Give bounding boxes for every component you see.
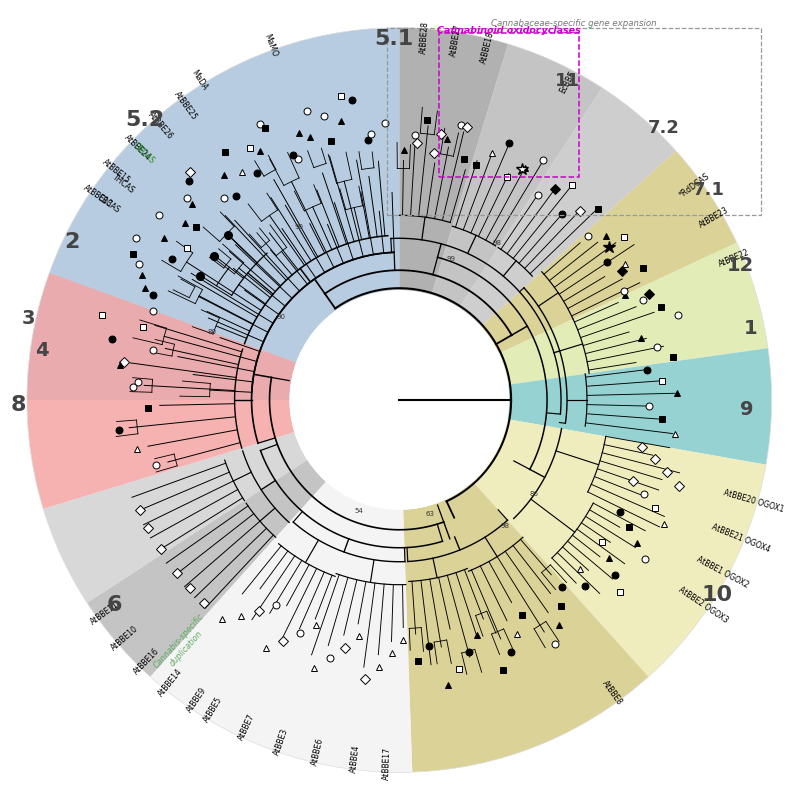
Wedge shape bbox=[27, 28, 399, 400]
Text: 54: 54 bbox=[354, 508, 363, 514]
Wedge shape bbox=[50, 28, 399, 362]
Text: 5.2: 5.2 bbox=[125, 110, 164, 130]
Text: AtBBE5: AtBBE5 bbox=[202, 695, 224, 724]
Wedge shape bbox=[150, 482, 412, 772]
Text: AtBBE28: AtBBE28 bbox=[419, 21, 430, 54]
Text: Cannabinoid oxidocyclases: Cannabinoid oxidocyclases bbox=[438, 26, 581, 34]
Text: AtBBE27: AtBBE27 bbox=[450, 24, 463, 58]
Wedge shape bbox=[507, 348, 772, 465]
Wedge shape bbox=[87, 460, 326, 677]
Text: 98: 98 bbox=[493, 240, 502, 246]
Wedge shape bbox=[459, 88, 676, 326]
Text: 7.2: 7.2 bbox=[648, 119, 680, 138]
Text: AtBBE26: AtBBE26 bbox=[146, 110, 174, 141]
Text: AtBBE9: AtBBE9 bbox=[186, 686, 209, 714]
Text: 99: 99 bbox=[446, 256, 455, 262]
Text: 11: 11 bbox=[554, 71, 579, 90]
Text: 12: 12 bbox=[727, 256, 754, 274]
Text: *RdDCAS: *RdDCAS bbox=[678, 171, 711, 199]
Text: AtBBE25: AtBBE25 bbox=[172, 90, 198, 122]
Text: CBDAS: CBDAS bbox=[131, 141, 156, 166]
Text: AtBBE13: AtBBE13 bbox=[82, 184, 114, 210]
Wedge shape bbox=[27, 273, 296, 509]
Wedge shape bbox=[431, 44, 602, 308]
Text: MaDA: MaDA bbox=[190, 69, 210, 93]
Text: 98: 98 bbox=[501, 523, 510, 529]
Wedge shape bbox=[399, 28, 508, 295]
Text: 9: 9 bbox=[740, 401, 754, 419]
Text: CBCAS: CBCAS bbox=[96, 194, 122, 215]
Text: 1: 1 bbox=[744, 318, 758, 338]
Text: 5.1: 5.1 bbox=[374, 29, 414, 49]
Text: 8: 8 bbox=[10, 395, 26, 415]
Text: 90: 90 bbox=[276, 314, 286, 320]
Text: AtBBE2 OGOX3: AtBBE2 OGOX3 bbox=[677, 585, 730, 625]
Text: Cannabis-specific
duplication: Cannabis-specific duplication bbox=[152, 612, 214, 677]
Text: AtBBE20 OGOX1: AtBBE20 OGOX1 bbox=[722, 489, 785, 514]
Text: AtBBE22: AtBBE22 bbox=[718, 247, 751, 269]
Text: AtBBE4: AtBBE4 bbox=[349, 744, 362, 774]
Text: 4: 4 bbox=[35, 341, 49, 359]
Text: 63: 63 bbox=[426, 510, 434, 517]
Text: AtBBE24: AtBBE24 bbox=[122, 133, 153, 162]
Wedge shape bbox=[481, 151, 737, 354]
Text: Cannabaceae-specific gene expansion: Cannabaceae-specific gene expansion bbox=[491, 18, 657, 28]
Text: AtBBE7: AtBBE7 bbox=[237, 713, 257, 742]
Text: 90: 90 bbox=[295, 224, 304, 230]
Text: EcBBE: EcBBE bbox=[558, 70, 578, 95]
Text: 6: 6 bbox=[107, 594, 122, 614]
Text: 7.1: 7.1 bbox=[693, 182, 725, 199]
Text: AtBBE17: AtBBE17 bbox=[382, 747, 392, 780]
Text: 10: 10 bbox=[702, 585, 732, 605]
Text: AtBBE23: AtBBE23 bbox=[698, 206, 731, 230]
Bar bbox=[387, 28, 761, 215]
Text: AtBBE1 OGOX2: AtBBE1 OGOX2 bbox=[695, 554, 750, 590]
Text: AtBBE15: AtBBE15 bbox=[101, 157, 132, 185]
Text: 80: 80 bbox=[207, 329, 216, 334]
Text: AtBBE3: AtBBE3 bbox=[273, 727, 290, 757]
Text: AtBBE10: AtBBE10 bbox=[110, 625, 140, 653]
Wedge shape bbox=[43, 432, 307, 603]
Circle shape bbox=[290, 290, 509, 510]
Text: AtBBE21 OGOX4: AtBBE21 OGOX4 bbox=[710, 522, 772, 554]
Text: 3: 3 bbox=[22, 309, 34, 328]
Text: 86: 86 bbox=[530, 491, 538, 498]
Text: AtBBE8: AtBBE8 bbox=[600, 678, 624, 706]
Wedge shape bbox=[499, 242, 768, 385]
Text: AtBBE6: AtBBE6 bbox=[310, 738, 326, 767]
Text: AtBBE18: AtBBE18 bbox=[479, 30, 496, 64]
Text: MaMO: MaMO bbox=[262, 33, 278, 58]
Wedge shape bbox=[403, 482, 649, 772]
Text: THCAS: THCAS bbox=[110, 173, 136, 196]
Text: AtBBE14: AtBBE14 bbox=[157, 667, 184, 698]
Wedge shape bbox=[473, 419, 766, 677]
Text: AtBBE11: AtBBE11 bbox=[89, 601, 121, 627]
Text: 2: 2 bbox=[64, 232, 79, 252]
Text: AtBBE16: AtBBE16 bbox=[132, 646, 162, 677]
Bar bbox=[439, 33, 579, 178]
